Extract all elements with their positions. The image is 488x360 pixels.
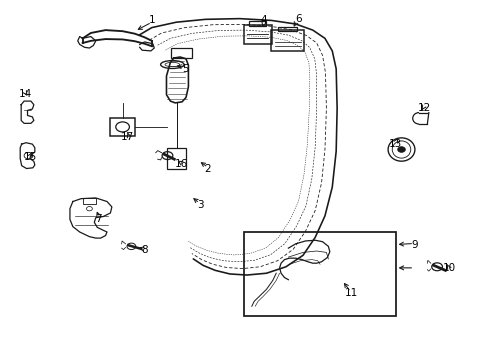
Text: 1: 1 (148, 15, 155, 26)
Text: 11: 11 (345, 288, 358, 298)
Text: 8: 8 (141, 245, 147, 255)
Text: 15: 15 (23, 152, 37, 162)
Text: 12: 12 (417, 103, 430, 113)
Text: 16: 16 (174, 159, 187, 169)
Text: 3: 3 (197, 200, 203, 210)
Text: 6: 6 (294, 14, 301, 24)
Text: 7: 7 (95, 215, 102, 224)
Text: 10: 10 (442, 263, 455, 273)
Text: 4: 4 (260, 15, 267, 26)
Text: 17: 17 (121, 132, 134, 142)
Text: 14: 14 (19, 89, 32, 99)
Circle shape (397, 147, 405, 152)
Text: 13: 13 (388, 139, 402, 149)
Text: 9: 9 (411, 239, 418, 249)
Text: 5: 5 (183, 64, 189, 74)
Text: 2: 2 (204, 164, 211, 174)
